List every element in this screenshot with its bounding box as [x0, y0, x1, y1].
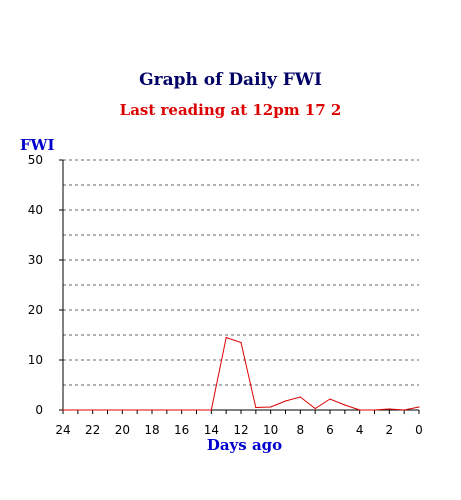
fwi-data-point: [388, 408, 390, 410]
fwi-data-point: [62, 409, 64, 411]
fwi-data-point: [373, 409, 376, 411]
fwi-data-point: [329, 398, 331, 400]
y-tick-label: 40: [28, 203, 43, 217]
x-axis-label: Days ago: [206, 436, 283, 454]
grid-lines: [63, 159, 419, 386]
fwi-series: [62, 336, 420, 411]
fwi-data-point: [77, 409, 79, 411]
fwi-data-point: [299, 396, 301, 398]
fwi-data-point: [92, 409, 94, 411]
fwi-data-point: [166, 409, 168, 411]
x-tick-label: 20: [115, 423, 130, 437]
y-tick-label: 30: [28, 253, 43, 267]
y-tick-label: 0: [35, 403, 43, 417]
fwi-data-point: [210, 409, 212, 411]
x-tick-label: 12: [233, 423, 248, 437]
axes: [59, 159, 420, 414]
fwi-series-line: [63, 336, 420, 411]
fwi-data-point: [270, 406, 272, 408]
fwi-data-point: [284, 400, 287, 402]
fwi-data-point: [344, 404, 346, 406]
fwi-data-point: [314, 407, 316, 410]
fwi-data-point: [359, 409, 361, 411]
x-tick-label: 10: [263, 423, 278, 437]
x-tick-label: 2: [386, 423, 394, 437]
fwi-data-point: [136, 409, 138, 411]
fwi-data-point: [195, 409, 198, 411]
x-tick-label: 14: [204, 423, 219, 437]
x-tick-label: 8: [297, 423, 305, 437]
x-tick-label: 22: [85, 423, 100, 437]
fwi-data-point: [255, 406, 257, 409]
x-tick-label: 6: [326, 423, 334, 437]
fwi-data-point: [106, 409, 109, 411]
fwi-data-point: [121, 409, 123, 411]
x-tick-label: 4: [356, 423, 364, 437]
y-tick-label: 10: [28, 353, 43, 367]
fwi-data-point: [151, 409, 153, 411]
x-tick-label: 24: [55, 423, 70, 437]
chart-title: Graph of Daily FWI: [139, 70, 322, 90]
x-tick-label: 16: [174, 423, 189, 437]
fwi-data-point: [403, 409, 405, 411]
fwi-data-point: [240, 341, 242, 344]
chart-subtitle: Last reading at 12pm 17 2: [119, 101, 342, 119]
x-tick-label: 0: [415, 423, 423, 437]
x-tick-label: 18: [144, 423, 159, 437]
y-axis-label: FWI: [20, 136, 55, 154]
y-tick-label: 20: [28, 303, 43, 317]
fwi-data-point: [225, 336, 227, 339]
y-tick-label: 50: [28, 153, 43, 167]
fwi-data-point: [181, 409, 183, 411]
fwi-data-point: [418, 406, 420, 408]
